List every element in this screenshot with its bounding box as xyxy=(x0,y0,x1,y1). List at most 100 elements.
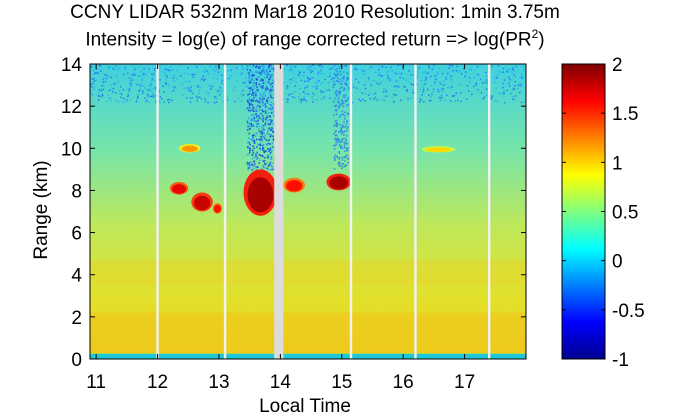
noise-speckle xyxy=(164,68,167,70)
noise-speckle xyxy=(502,82,504,85)
noise-speckle xyxy=(441,90,444,93)
noise-speckle xyxy=(251,118,253,120)
noise-speckle xyxy=(438,67,440,69)
noise-speckle xyxy=(376,99,379,101)
noise-speckle xyxy=(263,70,265,72)
noise-speckle xyxy=(245,86,247,89)
noise-speckle xyxy=(335,93,338,95)
noise-speckle xyxy=(497,74,499,76)
noise-speckle xyxy=(259,147,261,150)
noise-speckle xyxy=(252,64,255,67)
noise-speckle xyxy=(249,95,251,98)
noise-speckle xyxy=(341,140,343,143)
noise-speckle xyxy=(309,65,312,68)
noise-speckle xyxy=(226,98,228,101)
noise-speckle xyxy=(167,99,169,101)
noise-speckle xyxy=(363,72,366,75)
noise-speckle xyxy=(332,86,335,88)
noise-speckle xyxy=(376,82,378,85)
cloud-feature xyxy=(286,180,303,192)
noise-speckle xyxy=(273,89,275,92)
noise-speckle xyxy=(148,71,150,73)
noise-speckle xyxy=(268,81,270,83)
noise-speckle xyxy=(247,79,250,81)
noise-speckle xyxy=(316,85,318,88)
noise-speckle xyxy=(215,101,218,103)
noise-speckle xyxy=(119,86,122,88)
noise-speckle xyxy=(255,78,258,80)
noise-speckle xyxy=(335,75,338,77)
noise-speckle xyxy=(381,81,383,84)
noise-speckle xyxy=(255,169,258,171)
noise-speckle xyxy=(270,161,272,163)
noise-speckle xyxy=(421,94,423,96)
colorbar-tick-label: 1.5 xyxy=(612,104,638,125)
noise-speckle xyxy=(122,88,125,91)
noise-speckle xyxy=(333,77,336,79)
noise-speckle xyxy=(251,119,253,122)
noise-speckle xyxy=(263,150,265,152)
noise-speckle xyxy=(208,85,210,87)
noise-speckle xyxy=(339,82,342,85)
noise-speckle xyxy=(506,89,508,92)
noise-speckle xyxy=(252,84,254,87)
noise-speckle xyxy=(152,74,154,77)
noise-speckle xyxy=(263,110,265,113)
noise-speckle xyxy=(140,83,142,85)
noise-speckle xyxy=(329,97,331,99)
noise-speckle xyxy=(134,67,137,69)
noise-speckle xyxy=(341,102,343,105)
noise-speckle xyxy=(362,73,364,76)
noise-speckle xyxy=(210,88,212,91)
noise-speckle xyxy=(259,139,262,141)
noise-speckle xyxy=(121,93,123,95)
noise-speckle xyxy=(93,86,95,88)
noise-speckle xyxy=(424,71,426,73)
noise-speckle xyxy=(263,132,265,135)
noise-speckle xyxy=(343,75,345,78)
noise-speckle xyxy=(322,73,324,75)
noise-speckle xyxy=(139,85,142,87)
noise-speckle xyxy=(256,88,258,91)
noise-speckle xyxy=(263,64,265,67)
noise-speckle xyxy=(110,99,112,101)
noise-speckle xyxy=(213,77,215,79)
noise-speckle xyxy=(262,97,264,100)
noise-speckle xyxy=(91,86,93,88)
noise-speckle xyxy=(262,117,264,119)
noise-speckle xyxy=(163,91,165,93)
noise-speckle xyxy=(343,89,345,91)
noise-speckle xyxy=(344,99,347,102)
noise-speckle xyxy=(520,73,523,76)
noise-speckle xyxy=(437,72,439,75)
noise-speckle xyxy=(272,103,275,105)
noise-speckle xyxy=(122,101,124,104)
noise-speckle xyxy=(252,108,255,111)
noise-speckle xyxy=(346,150,348,152)
noise-speckle xyxy=(171,69,173,71)
noise-speckle xyxy=(246,65,249,68)
noise-speckle xyxy=(196,85,198,87)
noise-speckle xyxy=(502,71,504,73)
colorbar-tick-label: 2 xyxy=(612,55,623,76)
noise-speckle xyxy=(218,94,221,96)
noise-speckle xyxy=(94,72,97,74)
noise-speckle xyxy=(246,68,249,71)
noise-speckle xyxy=(333,144,335,147)
noise-speckle xyxy=(519,77,522,79)
noise-speckle xyxy=(381,66,383,68)
noise-speckle xyxy=(399,64,402,66)
noise-speckle xyxy=(261,69,264,72)
noise-speckle xyxy=(134,74,136,76)
noise-speckle xyxy=(257,123,260,125)
noise-speckle xyxy=(134,68,136,71)
noise-speckle xyxy=(253,160,255,163)
noise-speckle xyxy=(341,110,344,113)
noise-speckle xyxy=(248,104,251,107)
noise-speckle xyxy=(346,154,348,156)
noise-speckle xyxy=(512,69,515,71)
noise-speckle xyxy=(485,79,488,81)
noise-speckle xyxy=(248,81,251,84)
noise-speckle xyxy=(262,65,264,67)
noise-speckle xyxy=(440,88,442,90)
